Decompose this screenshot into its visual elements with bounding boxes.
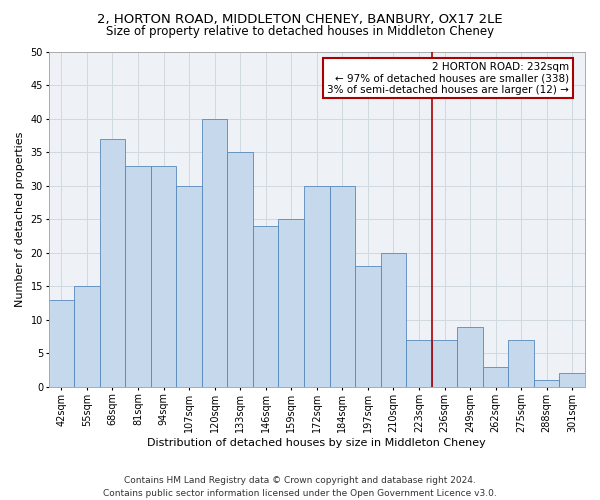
Bar: [534, 380, 559, 387]
Bar: [176, 186, 202, 387]
Bar: [202, 118, 227, 387]
Bar: [125, 166, 151, 387]
Bar: [457, 326, 483, 387]
Bar: [227, 152, 253, 387]
Text: 2 HORTON ROAD: 232sqm
← 97% of detached houses are smaller (338)
3% of semi-deta: 2 HORTON ROAD: 232sqm ← 97% of detached …: [327, 62, 569, 95]
Bar: [559, 374, 585, 387]
Bar: [432, 340, 457, 387]
Bar: [278, 219, 304, 387]
Y-axis label: Number of detached properties: Number of detached properties: [15, 132, 25, 307]
Bar: [406, 340, 432, 387]
Bar: [49, 300, 74, 387]
Text: Size of property relative to detached houses in Middleton Cheney: Size of property relative to detached ho…: [106, 25, 494, 38]
Text: 2, HORTON ROAD, MIDDLETON CHENEY, BANBURY, OX17 2LE: 2, HORTON ROAD, MIDDLETON CHENEY, BANBUR…: [97, 12, 503, 26]
Bar: [304, 186, 329, 387]
Text: Contains HM Land Registry data © Crown copyright and database right 2024.
Contai: Contains HM Land Registry data © Crown c…: [103, 476, 497, 498]
X-axis label: Distribution of detached houses by size in Middleton Cheney: Distribution of detached houses by size …: [148, 438, 486, 448]
Bar: [74, 286, 100, 387]
Bar: [380, 252, 406, 387]
Bar: [151, 166, 176, 387]
Bar: [329, 186, 355, 387]
Bar: [483, 367, 508, 387]
Bar: [508, 340, 534, 387]
Bar: [253, 226, 278, 387]
Bar: [355, 266, 380, 387]
Bar: [100, 138, 125, 387]
